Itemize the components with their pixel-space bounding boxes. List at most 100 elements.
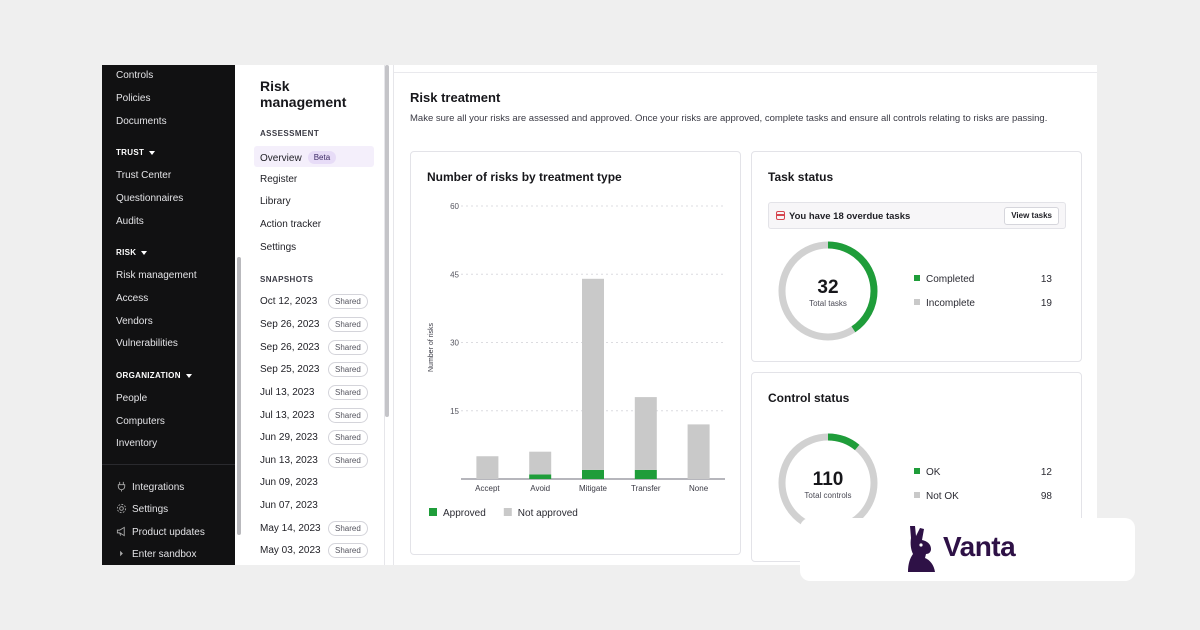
snapshot-item[interactable]: Sep 26, 2023 xyxy=(260,319,320,330)
section-label-assessment: ASSESSMENT xyxy=(260,129,320,138)
bar-segment xyxy=(529,451,552,475)
total-controls-value: 110 xyxy=(812,469,844,490)
sidebar-item-computers[interactable]: Computers xyxy=(116,416,165,427)
plug-icon xyxy=(117,481,126,492)
brand-wordmark: Vanta xyxy=(943,531,1016,562)
legend-label: Approved xyxy=(443,508,486,519)
sidebar-item-label: Enter sandbox xyxy=(132,549,197,560)
snapshot-item[interactable]: Jun 09, 2023 xyxy=(260,477,318,488)
sidebar-item-settings[interactable]: Settings xyxy=(116,503,168,516)
legend-label: OK xyxy=(926,467,941,478)
card-title: Control status xyxy=(768,391,850,405)
sidebar-scrollbar[interactable] xyxy=(237,257,241,535)
sidebar-item-questionnaires[interactable]: Questionnaires xyxy=(116,193,184,204)
legend-not-ok: Not OK xyxy=(914,491,959,502)
legend-swatch xyxy=(503,508,512,516)
sidebar-item-audits[interactable]: Audits xyxy=(116,216,144,227)
shared-badge: Shared xyxy=(328,430,368,445)
overdue-banner: You have 18 overdue tasks View tasks xyxy=(768,202,1066,229)
chevron-right-icon xyxy=(120,550,123,557)
section-title: TRUST xyxy=(116,148,145,157)
task-status-card: Task status You have 18 overdue tasks Vi… xyxy=(751,151,1082,362)
sidebar-item-inventory[interactable]: Inventory xyxy=(116,438,158,449)
section-label-snapshots: SNAPSHOTS xyxy=(260,275,314,284)
sidebar-item-access[interactable]: Access xyxy=(116,293,149,304)
snapshot-item[interactable]: Jul 13, 2023 xyxy=(260,410,315,421)
megaphone-icon xyxy=(116,526,125,537)
subnav-item-action-tracker[interactable]: Action tracker xyxy=(260,219,322,230)
subnav-item-library[interactable]: Library xyxy=(260,196,291,207)
bar-segment xyxy=(634,397,657,470)
legend-completed-value: 13 xyxy=(1040,274,1052,285)
caret-down-icon xyxy=(141,250,148,255)
sidebar-item-label: Product updates xyxy=(132,527,205,538)
snapshot-item[interactable]: Jun 13, 2023 xyxy=(260,455,318,466)
bar-segment xyxy=(582,469,604,479)
snapshot-item[interactable]: Jun 07, 2023 xyxy=(260,500,318,511)
y-tick-label: 30 xyxy=(450,339,459,348)
sidebar-item-integrations[interactable]: Integrations xyxy=(116,481,184,494)
y-axis-label: Number of risks xyxy=(428,322,435,372)
app-window: Controls Policies Documents TRUST Trust … xyxy=(102,65,1097,565)
treatment-bar-chart: 15 30 45 60 Number of risks Accept Avoid Mitiga… xyxy=(428,202,725,519)
vanta-logo-card xyxy=(800,518,1135,581)
snapshot-item[interactable]: May 14, 2023 xyxy=(260,523,321,534)
subnav-title: Risk management xyxy=(260,78,347,110)
donut-segment xyxy=(778,433,878,533)
subnav-item-register[interactable]: Register xyxy=(260,174,298,185)
x-tick-label: Accept xyxy=(475,484,500,493)
donut-segment xyxy=(778,241,878,341)
sidebar-item-vulnerabilities[interactable]: Vulnerabilities xyxy=(116,338,178,349)
header-divider xyxy=(394,72,1097,73)
snapshot-item[interactable]: Sep 25, 2023 xyxy=(260,364,320,375)
calendar-alert-icon xyxy=(776,211,785,220)
sidebar-item-risk-management[interactable]: Risk management xyxy=(116,270,197,281)
subnav-item-overview[interactable]: Overview Beta xyxy=(260,151,337,164)
sidebar-item-label: Integrations xyxy=(132,482,185,493)
snapshot-item[interactable]: Jun 29, 2023 xyxy=(260,432,318,443)
shared-badge: Shared xyxy=(328,294,368,309)
view-tasks-button[interactable]: View tasks xyxy=(1004,207,1059,225)
card-title: Task status xyxy=(768,170,834,184)
chart-title: Number of risks by treatment type xyxy=(427,170,622,184)
subnav-item-label: Overview xyxy=(260,153,302,164)
sidebar-section-risk[interactable]: RISK xyxy=(116,248,148,257)
beta-badge: Beta xyxy=(307,151,337,164)
sidebar-item-label: Settings xyxy=(132,504,169,515)
x-tick-label: Transfer xyxy=(631,484,661,493)
bar-segment xyxy=(582,278,604,470)
sidebar-item-people[interactable]: People xyxy=(116,393,148,404)
bar-segment xyxy=(529,474,552,479)
sidebar-item-policies[interactable]: Policies xyxy=(116,93,151,104)
caret-down-icon xyxy=(185,373,192,378)
section-title: ORGANIZATION xyxy=(116,371,181,380)
task-status-donut xyxy=(778,241,878,341)
sidebar-item-controls[interactable]: Controls xyxy=(116,70,154,81)
x-tick-label: Mitigate xyxy=(579,484,608,493)
legend-ok: OK xyxy=(914,467,940,478)
snapshot-item[interactable]: Jul 13, 2023 xyxy=(260,387,315,398)
sidebar-item-enter-sandbox[interactable]: Enter sandbox xyxy=(116,548,197,561)
sidebar-item-vendors[interactable]: Vendors xyxy=(116,316,153,327)
sidebar-item-documents[interactable]: Documents xyxy=(116,116,167,127)
legend-ok-value: 12 xyxy=(1040,467,1052,478)
subnav-item-settings[interactable]: Settings xyxy=(260,242,297,253)
vanta-llama-logo xyxy=(908,526,935,572)
y-tick-label: 45 xyxy=(450,270,459,279)
legend-swatch xyxy=(914,492,920,498)
sidebar-section-trust[interactable]: TRUST xyxy=(116,148,156,157)
snapshot-item[interactable]: Oct 12, 2023 xyxy=(260,296,318,307)
legend-label: Not approved xyxy=(518,508,578,519)
subnav-scrollbar[interactable] xyxy=(385,65,389,417)
sidebar-section-organization[interactable]: ORGANIZATION xyxy=(116,371,192,380)
snapshot-item[interactable]: Sep 26, 2023 xyxy=(260,342,320,353)
snapshot-item[interactable]: May 03, 2023 xyxy=(260,545,321,556)
shared-badge: Shared xyxy=(328,362,368,377)
sidebar-item-product-updates[interactable]: Product updates xyxy=(116,526,205,539)
legend-label: Incomplete xyxy=(926,298,975,309)
legend-incomplete: Incomplete xyxy=(914,298,975,309)
risk-subnav: Risk management ASSESSMENT Overview Beta … xyxy=(244,65,385,565)
sidebar-item-trust-center[interactable]: Trust Center xyxy=(116,170,172,181)
shared-badge: Shared xyxy=(328,521,368,536)
page-description: Make sure all your risks are assessed an… xyxy=(410,113,1048,124)
